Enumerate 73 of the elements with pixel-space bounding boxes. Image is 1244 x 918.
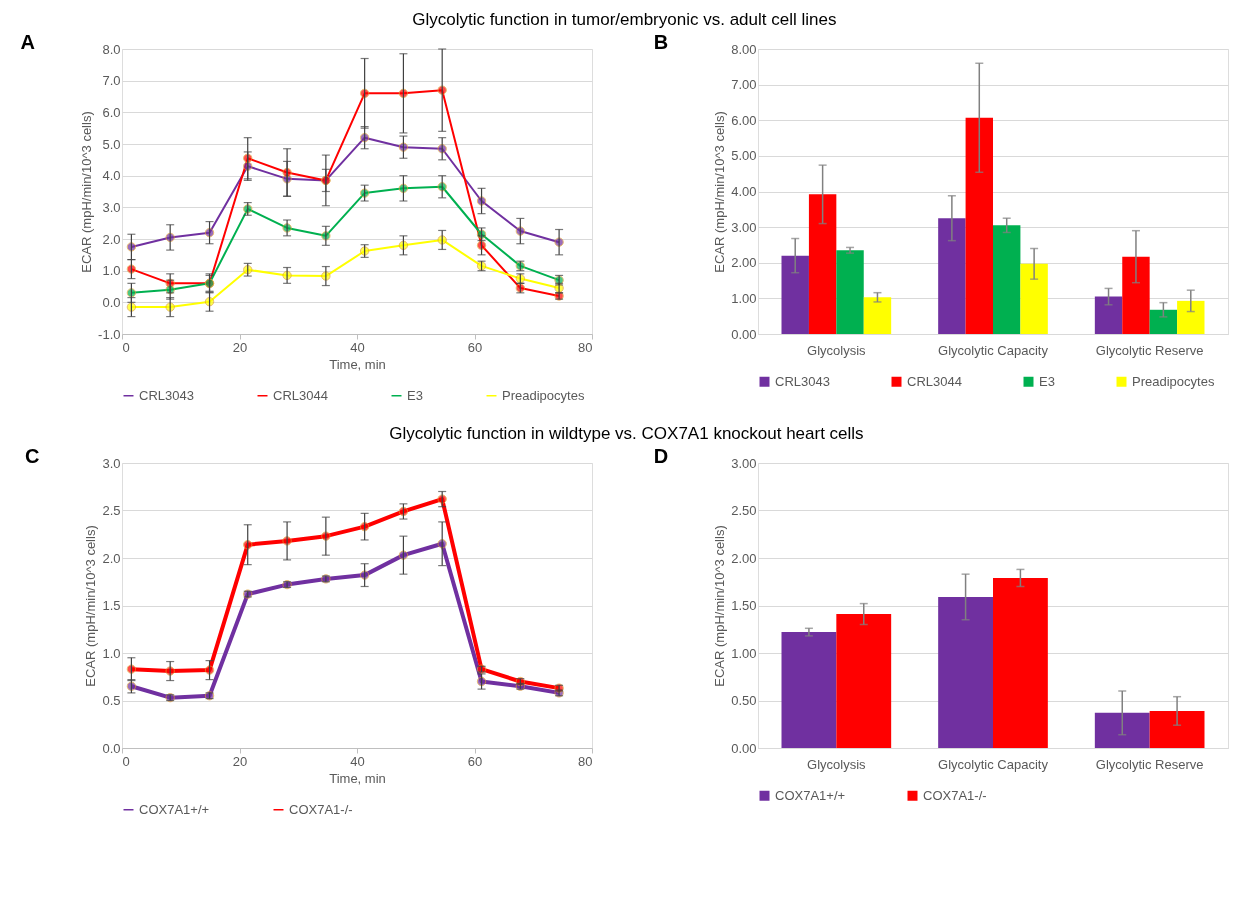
y-tick-label: 3.00 [731, 219, 757, 235]
y-tick-label: 0.0 [102, 294, 121, 310]
y-tick-label: 2.0 [102, 550, 121, 566]
y-tick-label: 5.00 [731, 148, 757, 164]
y-axis-title: ECAR (mpH/min/10^3 cells) [712, 111, 728, 273]
x-tick-label: Glycolysis [807, 342, 867, 358]
x-tick-label: 80 [578, 339, 593, 355]
y-tick-label: 0.5 [102, 693, 121, 708]
y-tick-label: 4.0 [102, 168, 121, 184]
legend-label: E3 [407, 387, 423, 403]
y-tick-label: 2.50 [731, 503, 757, 518]
y-tick-label: 2.0 [102, 231, 121, 247]
y-tick-label: 3.00 [731, 455, 757, 471]
x-tick-label: 40 [350, 339, 365, 355]
x-tick-label: 0 [122, 753, 130, 769]
text: A [20, 31, 36, 53]
legend-label: COX7A1-/- [289, 801, 353, 817]
legend-label: COX7A1+/+ [139, 801, 210, 817]
x-tick-label: Glycolytic Reserve [1095, 756, 1204, 772]
y-axis-title: ECAR (mpH/min/10^3 cells) [83, 525, 99, 687]
text: D [653, 445, 669, 467]
y-tick-label: 2.5 [102, 503, 121, 518]
y-tick-label: 3.0 [102, 199, 121, 215]
x-tick-label: 80 [578, 753, 593, 769]
x-tick-label: 20 [232, 753, 248, 769]
y-tick-label: 8.00 [731, 41, 757, 57]
chart-title: Glycolytic function in wildtype vs. COX7A1 knockout heart cells [389, 423, 864, 443]
y-tick-label: 2.00 [731, 255, 757, 271]
x-tick-label: 40 [350, 753, 365, 769]
y-tick-label: 4.00 [731, 184, 757, 199]
legend-label: CRL3044 [907, 373, 962, 389]
y-tick-label: 6.0 [102, 104, 121, 120]
y-tick-label: 7.0 [102, 73, 121, 89]
y-tick-label: 0.0 [102, 740, 121, 756]
x-tick-label: 20 [232, 339, 248, 355]
text: B [653, 31, 669, 53]
legend-label: Preadipocytes [502, 387, 585, 403]
y-tick-label: 0.50 [731, 693, 757, 708]
chart-title: Glycolytic function in tumor/embryonic vs. adult cell lines [412, 9, 837, 29]
y-tick-label: 1.0 [102, 645, 121, 661]
legend-label: COX7A1+/+ [775, 787, 846, 803]
y-tick-label: 1.00 [731, 645, 757, 661]
legend-label: CRL3043 [775, 373, 830, 389]
legend-label: CRL3044 [273, 387, 328, 403]
legend-label: CRL3043 [139, 387, 194, 403]
y-tick-label: 5.0 [102, 136, 121, 152]
x-axis-title: Time, min [329, 356, 386, 372]
legend-label: E3 [1039, 373, 1055, 389]
x-tick-label: Glycolytic Capacity [938, 342, 1049, 358]
x-axis-title: Time, min [329, 770, 386, 786]
legend-label: COX7A1-/- [923, 787, 987, 803]
y-tick-label: 2.00 [731, 550, 757, 566]
y-tick-label: 1.5 [102, 598, 121, 613]
y-tick-label: -1.0 [98, 326, 121, 342]
x-tick-label: 0 [122, 339, 130, 355]
y-axis-title: ECAR (mpH/min/10^3 cells) [712, 525, 728, 687]
y-tick-label: 1.50 [731, 598, 757, 613]
x-tick-label: Glycolysis [807, 756, 867, 772]
x-tick-label: 60 [467, 339, 483, 355]
y-tick-label: 1.00 [731, 290, 757, 306]
legend-label: Preadipocytes [1132, 373, 1215, 389]
y-tick-label: 7.00 [731, 77, 757, 93]
y-tick-label: 0.00 [731, 740, 757, 756]
y-tick-label: 0.00 [731, 326, 757, 342]
y-tick-label: 3.0 [102, 455, 121, 471]
x-tick-label: 60 [467, 753, 483, 769]
y-tick-label: 1.0 [102, 263, 121, 279]
text: C [24, 445, 40, 467]
y-tick-label: 6.00 [731, 112, 757, 128]
x-tick-label: Glycolytic Capacity [938, 756, 1049, 772]
y-tick-label: 8.0 [102, 41, 121, 57]
x-tick-label: Glycolytic Reserve [1095, 342, 1204, 358]
y-axis-title: ECAR (mpH/min/10^3 cells) [79, 111, 95, 273]
